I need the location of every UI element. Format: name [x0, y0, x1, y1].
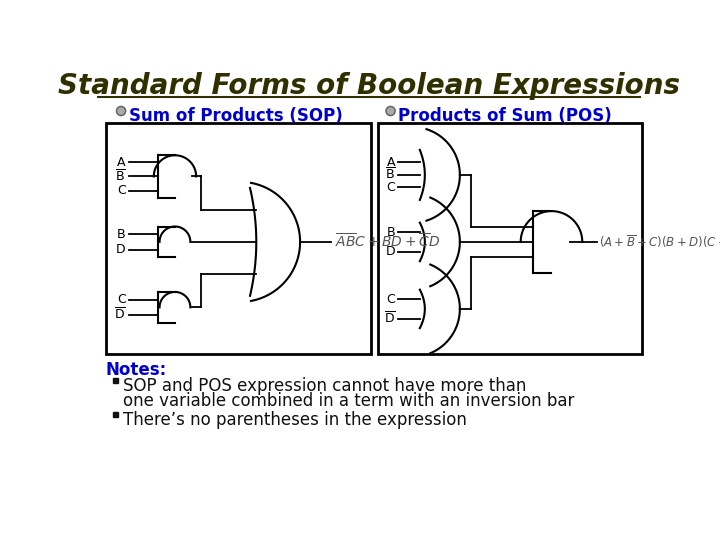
Polygon shape: [420, 198, 460, 286]
Polygon shape: [250, 183, 300, 301]
Polygon shape: [420, 129, 460, 221]
Text: B: B: [387, 226, 395, 239]
Circle shape: [118, 108, 124, 114]
Text: $\overline{\rm D}$: $\overline{\rm D}$: [114, 307, 126, 323]
Text: There’s no parentheses in the expression: There’s no parentheses in the expression: [122, 410, 467, 429]
Text: Sum of Products (SOP): Sum of Products (SOP): [129, 107, 343, 125]
Text: C: C: [387, 293, 395, 306]
Polygon shape: [158, 292, 190, 323]
Text: one variable combined in a term with an inversion bar: one variable combined in a term with an …: [122, 392, 574, 410]
Text: C: C: [387, 181, 395, 194]
Text: B: B: [117, 228, 126, 241]
Text: C: C: [117, 184, 126, 197]
Text: Notes:: Notes:: [106, 361, 167, 379]
Text: D: D: [116, 243, 126, 256]
Polygon shape: [154, 156, 196, 198]
Circle shape: [387, 108, 394, 114]
Text: $\overline{A}\overline{B}C+BD+\overline{C}D$: $\overline{A}\overline{B}C+BD+\overline{…: [335, 233, 440, 251]
Circle shape: [386, 106, 395, 116]
Bar: [378, 123, 642, 354]
Text: Standard Forms of Boolean Expressions: Standard Forms of Boolean Expressions: [58, 72, 680, 100]
Text: Products of Sum (POS): Products of Sum (POS): [398, 107, 612, 125]
Text: A: A: [117, 156, 126, 169]
Text: $(A+\overline{B}+C)(B+D)(C+\overline{D})$: $(A+\overline{B}+C)(B+D)(C+\overline{D})…: [599, 233, 720, 251]
Text: $\overline{\rm D}$: $\overline{\rm D}$: [384, 311, 395, 326]
Text: C: C: [117, 293, 126, 306]
Text: A: A: [387, 156, 395, 169]
Polygon shape: [158, 226, 190, 257]
Text: $\overline{\rm B}$: $\overline{\rm B}$: [115, 168, 126, 184]
Polygon shape: [420, 265, 460, 353]
Bar: [113, 378, 118, 383]
Bar: [113, 412, 118, 417]
Text: $\overline{\rm B}$: $\overline{\rm B}$: [384, 167, 395, 183]
Polygon shape: [521, 211, 582, 273]
Text: SOP and POS expression cannot have more than: SOP and POS expression cannot have more …: [122, 377, 526, 395]
Bar: [106, 123, 372, 354]
Circle shape: [117, 106, 126, 116]
Text: D: D: [385, 245, 395, 258]
